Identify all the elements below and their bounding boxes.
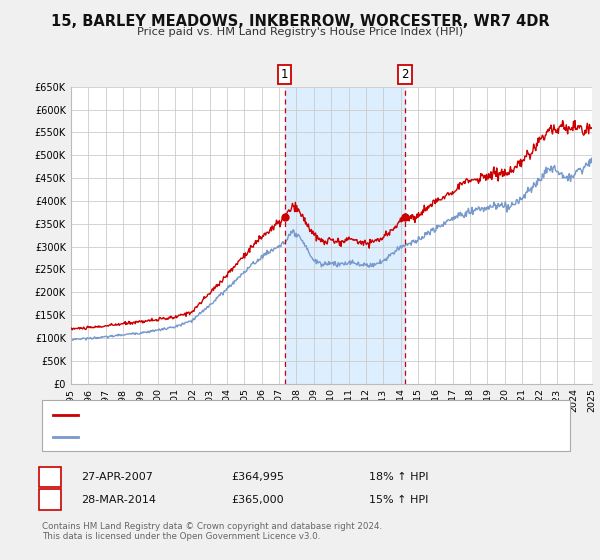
Text: 2: 2	[401, 68, 409, 81]
Text: £365,000: £365,000	[231, 494, 284, 505]
Text: This data is licensed under the Open Government Licence v3.0.: This data is licensed under the Open Gov…	[42, 532, 320, 541]
Text: 15% ↑ HPI: 15% ↑ HPI	[369, 494, 428, 505]
Text: £364,995: £364,995	[231, 472, 284, 482]
Text: 18% ↑ HPI: 18% ↑ HPI	[369, 472, 428, 482]
Text: 15, BARLEY MEADOWS, INKBERROW, WORCESTER, WR7 4DR: 15, BARLEY MEADOWS, INKBERROW, WORCESTER…	[50, 14, 550, 29]
Text: 15, BARLEY MEADOWS, INKBERROW, WORCESTER, WR7 4DR (detached house): 15, BARLEY MEADOWS, INKBERROW, WORCESTER…	[85, 409, 480, 419]
Text: HPI: Average price, detached house, Wychavon: HPI: Average price, detached house, Wych…	[85, 432, 322, 442]
Text: Contains HM Land Registry data © Crown copyright and database right 2024.: Contains HM Land Registry data © Crown c…	[42, 522, 382, 531]
Bar	[284, 87, 405, 384]
Text: Price paid vs. HM Land Registry's House Price Index (HPI): Price paid vs. HM Land Registry's House …	[137, 27, 463, 37]
Text: 28-MAR-2014: 28-MAR-2014	[81, 494, 156, 505]
Text: 1: 1	[46, 472, 53, 482]
Text: 1: 1	[281, 68, 289, 81]
Text: 2: 2	[46, 494, 53, 505]
Text: 27-APR-2007: 27-APR-2007	[81, 472, 153, 482]
